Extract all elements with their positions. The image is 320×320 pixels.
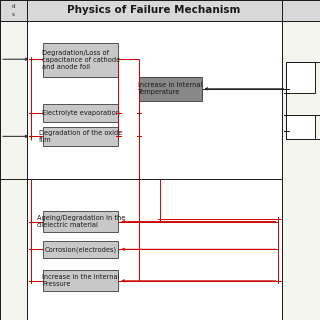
Text: s: s: [12, 12, 15, 17]
Bar: [0, 0, 27, 21]
Bar: [139, 77, 202, 101]
Bar: [27, 21, 282, 320]
Text: Increase in Internal
Temperature: Increase in Internal Temperature: [138, 82, 203, 95]
Bar: [43, 270, 118, 291]
Bar: [282, 21, 320, 320]
Bar: [282, 0, 320, 21]
Text: d: d: [12, 4, 15, 9]
Bar: [27, 0, 282, 21]
Text: Corrosion(electrodes): Corrosion(electrodes): [45, 246, 117, 252]
Bar: [43, 104, 118, 122]
Bar: [0, 21, 27, 320]
Text: Electrolyte evaporation: Electrolyte evaporation: [42, 110, 120, 116]
Bar: [43, 241, 118, 258]
Bar: [43, 211, 118, 232]
Text: Degradation of the oxide
film: Degradation of the oxide film: [39, 130, 123, 143]
Bar: [43, 127, 118, 146]
Text: Physics of Failure Mechanism: Physics of Failure Mechanism: [67, 5, 240, 15]
Text: Degradation/Loss of
capacitance of cathode
and anode foil: Degradation/Loss of capacitance of catho…: [42, 50, 120, 70]
Bar: [286, 62, 315, 93]
Text: Ageing/Degradation in the
dielectric material: Ageing/Degradation in the dielectric mat…: [36, 215, 125, 228]
Text: Increase in the internal
Pressure: Increase in the internal Pressure: [42, 274, 120, 287]
Bar: [286, 115, 315, 139]
Bar: [43, 43, 118, 77]
